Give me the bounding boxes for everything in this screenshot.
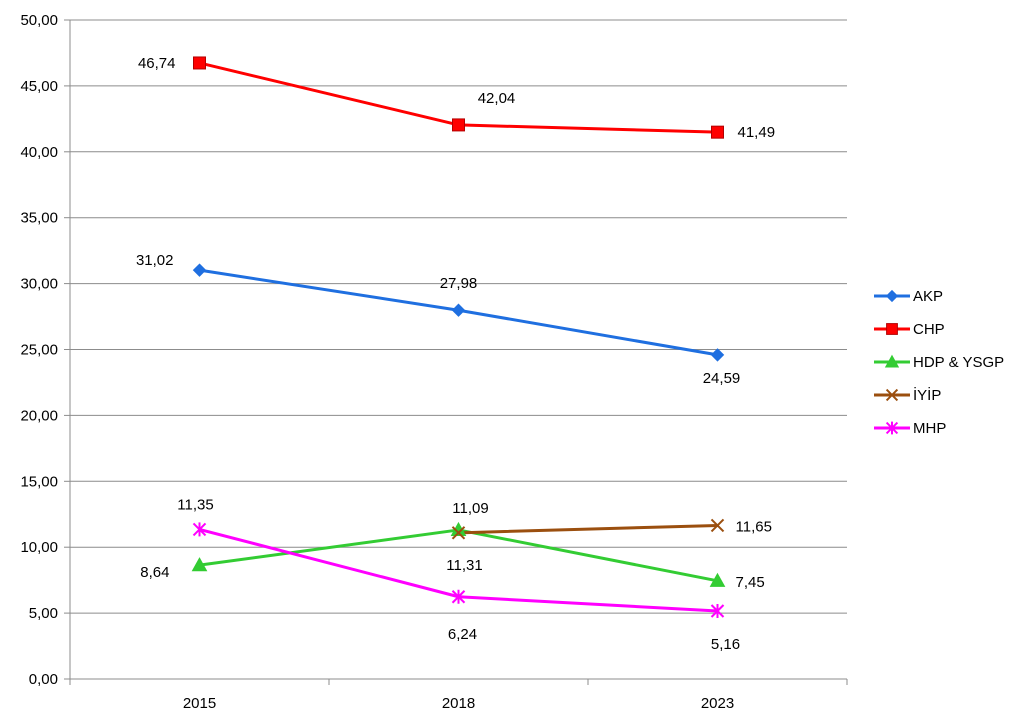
data-label-akp: 24,59 (703, 370, 741, 387)
legend-marker (885, 388, 899, 402)
legend-label: HDP & YSGP (913, 354, 1004, 371)
y-tick-label: 20,00 (20, 407, 58, 424)
series-line-i-yi-p (457, 523, 719, 535)
legend-item-mhp: MHP (874, 420, 946, 437)
data-point-akp (192, 263, 207, 277)
data-label-mhp: 6,24 (448, 626, 477, 643)
legend-item-hdp-ysgp: HDP & YSGP (874, 354, 1004, 371)
legend-item-chp: CHP (874, 321, 945, 338)
data-label-chp: 46,74 (138, 55, 176, 72)
x-tick-label: 2018 (442, 695, 475, 712)
data-label-mhp: 5,16 (711, 636, 740, 653)
y-tick-label: 40,00 (20, 144, 58, 161)
series-line-chp (457, 123, 719, 134)
data-label-hdp-ysgp: 7,45 (736, 574, 765, 591)
data-label-chp: 42,04 (478, 90, 516, 107)
series-line-akp (198, 268, 460, 312)
y-tick-label: 5,00 (29, 605, 58, 622)
legend-marker (886, 323, 898, 335)
data-labels: 31,02 27,98 24,59 46,74 42,04 41,49 8,64 11,31 7… (136, 55, 775, 653)
data-label-hdp-ysgp: 11,31 (446, 557, 482, 574)
data-point-i-yi-p (710, 518, 725, 533)
legend-label: MHP (913, 420, 946, 437)
legend-label: CHP (913, 321, 945, 338)
legend-marker (885, 289, 899, 303)
data-point-hdp-ysgp (709, 572, 726, 587)
data-label-akp: 31,02 (136, 252, 174, 269)
series-line-mhp (457, 595, 719, 613)
data-point-chp (711, 125, 724, 139)
legend-marker (884, 354, 900, 368)
y-tick-label: 35,00 (20, 210, 58, 227)
data-point-akp (451, 303, 466, 317)
marker-stroke (885, 388, 899, 402)
y-tick-label: 45,00 (20, 78, 58, 95)
legend-item-i-yi-p: İYİP (874, 386, 941, 404)
x-tick-label: 2015 (183, 695, 216, 712)
y-tick-label: 25,00 (20, 342, 58, 359)
series-line-hdp-ysgp (198, 528, 460, 567)
gridlines (70, 19, 847, 614)
y-tick-label: 50,00 (20, 12, 58, 29)
series-line-chp (198, 61, 460, 127)
marker-stroke (451, 526, 466, 540)
data-label-mhp: 11,35 (177, 496, 213, 513)
data-point-mhp (192, 522, 207, 537)
series-line-hdp-ysgp (457, 528, 719, 583)
data-point-chp (193, 56, 206, 70)
series-line-akp (457, 308, 719, 357)
data-point-mhp (710, 603, 725, 618)
axes: 0,00 5,00 10,00 15,00 20,00 25,00 30,00 35,00 40… (20, 12, 848, 712)
data-label-hdp-ysgp: 8,64 (140, 564, 169, 581)
legend-label: İYİP (913, 386, 941, 404)
data-point-i-yi-p (451, 526, 466, 540)
y-tick-label: 15,00 (20, 473, 58, 490)
data-label-i-yi-p: 11,09 (452, 500, 488, 517)
data-point-hdp-ysgp (191, 557, 208, 572)
y-tick-label: 0,00 (29, 671, 58, 688)
data-label-akp: 27,98 (440, 275, 478, 292)
y-tick-label: 30,00 (20, 276, 58, 293)
data-point-akp (710, 348, 725, 362)
legend: AKP CHP HDP & YSGP İYİP MHP (874, 288, 1004, 437)
series-line-mhp (198, 527, 460, 599)
x-tick-label: 2023 (701, 695, 734, 712)
series-lines (191, 56, 726, 618)
data-label-i-yi-p: 11,65 (736, 518, 772, 535)
y-tick-label: 10,00 (20, 539, 58, 556)
data-point-mhp (451, 589, 466, 604)
marker-stroke (710, 518, 725, 533)
legend-item-akp: AKP (874, 288, 943, 305)
data-label-chp: 41,49 (738, 124, 776, 141)
legend-label: AKP (913, 288, 943, 305)
data-point-chp (452, 118, 465, 132)
legend-marker (885, 421, 899, 435)
